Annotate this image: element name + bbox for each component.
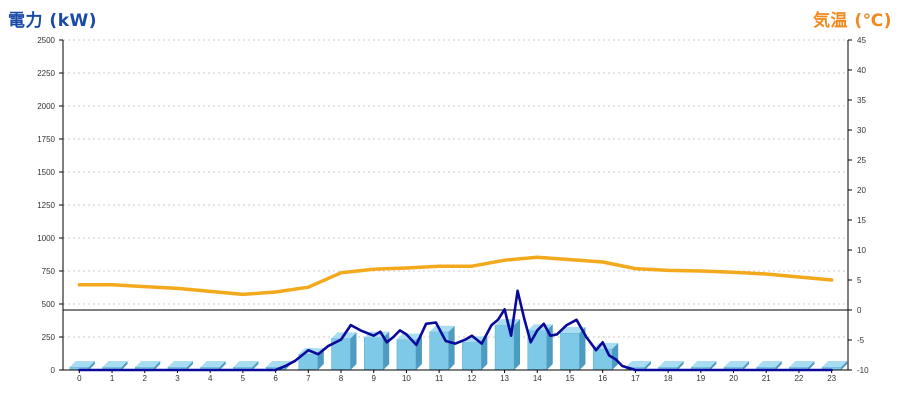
x-axis-tick-label: 4 bbox=[208, 374, 213, 383]
left-axis-tick-label: 750 bbox=[42, 267, 56, 276]
left-axis-tick-label: 1250 bbox=[37, 201, 55, 210]
power-bar-top bbox=[756, 361, 782, 367]
right-axis-tick-label: 20 bbox=[857, 186, 866, 195]
x-axis-tick-label: 7 bbox=[306, 374, 311, 383]
left-axis-tick-label: 250 bbox=[42, 333, 56, 342]
power-bar-side bbox=[154, 361, 161, 370]
x-axis-tick-label: 3 bbox=[175, 374, 180, 383]
left-axis-tick-label: 1500 bbox=[37, 168, 55, 177]
power-bar-top bbox=[429, 325, 455, 332]
right-axis-tick-label: 30 bbox=[857, 126, 866, 135]
grid-layer bbox=[63, 39, 848, 338]
x-axis-tick-label: 18 bbox=[664, 374, 673, 383]
left-axis-tick-label: 2250 bbox=[37, 69, 55, 78]
right-axis-tick-label: 35 bbox=[857, 96, 866, 105]
left-axis-tick-label: 2500 bbox=[37, 36, 55, 45]
x-axis-tick-label: 2 bbox=[143, 374, 148, 383]
power-bar-top bbox=[135, 361, 161, 367]
left-axis-tick-label: 500 bbox=[42, 300, 56, 309]
right-axis-tick-label: 25 bbox=[857, 156, 866, 165]
x-axis-tick-label: 21 bbox=[762, 374, 771, 383]
right-axis-tick-label: 10 bbox=[857, 246, 866, 255]
tick-label-layer: 02505007501000125015001750200022502500-1… bbox=[37, 36, 869, 383]
power-bar bbox=[396, 339, 417, 371]
x-axis-tick-label: 14 bbox=[533, 374, 542, 383]
power-bar-side bbox=[88, 361, 95, 370]
x-axis-tick-label: 17 bbox=[631, 374, 640, 383]
left-axis-tick-label: 2000 bbox=[37, 102, 55, 111]
power-bar-side bbox=[612, 342, 619, 370]
x-axis-tick-label: 20 bbox=[729, 374, 738, 383]
x-axis-tick-label: 0 bbox=[77, 374, 82, 383]
power-bar-side bbox=[186, 361, 193, 370]
power-bar-top bbox=[233, 361, 259, 367]
x-axis-tick-label: 10 bbox=[402, 374, 411, 383]
line-layer bbox=[77, 255, 834, 372]
left-axis-tick-label: 1000 bbox=[37, 234, 55, 243]
power-bar-top bbox=[167, 361, 193, 367]
x-axis-tick-label: 5 bbox=[241, 374, 246, 383]
power-bar-top bbox=[69, 361, 95, 367]
right-axis-title: 気温 (℃) bbox=[812, 11, 892, 31]
x-axis-tick-label: 19 bbox=[696, 374, 705, 383]
axis-layer bbox=[59, 39, 852, 373]
power-bar-side bbox=[448, 325, 455, 370]
x-axis-tick-label: 11 bbox=[435, 374, 444, 383]
power-bar-side bbox=[743, 361, 750, 370]
power-bar bbox=[560, 332, 580, 371]
x-axis-tick-label: 23 bbox=[827, 374, 836, 383]
left-axis-tick-label: 0 bbox=[51, 366, 56, 375]
power-bar-layer bbox=[69, 319, 848, 371]
power-bar bbox=[592, 348, 613, 371]
x-axis-tick-label: 12 bbox=[467, 374, 476, 383]
x-axis-tick-label: 6 bbox=[273, 374, 278, 383]
power-bar-side bbox=[481, 336, 488, 370]
power-bar-side bbox=[644, 361, 651, 370]
right-axis-tick-label: 45 bbox=[857, 36, 866, 45]
power-bar-top bbox=[789, 361, 815, 367]
x-axis-tick-label: 22 bbox=[794, 374, 803, 383]
power-bar-top bbox=[200, 361, 226, 367]
power-bar-side bbox=[579, 327, 586, 370]
x-axis-tick-label: 16 bbox=[598, 374, 607, 383]
power-bar-side bbox=[677, 361, 684, 370]
power-bar-side bbox=[350, 332, 357, 370]
power-bar-side bbox=[514, 319, 521, 370]
x-axis-tick-label: 15 bbox=[566, 374, 575, 383]
power-bar-side bbox=[252, 361, 259, 370]
power-bar-side bbox=[710, 361, 717, 370]
power-bar-top bbox=[691, 361, 717, 367]
power-bar-side bbox=[841, 361, 848, 370]
power-bar-top bbox=[724, 361, 750, 367]
power-bar bbox=[429, 331, 449, 371]
temperature-line bbox=[77, 255, 834, 297]
left-axis-tick-label: 1750 bbox=[37, 135, 55, 144]
power-line bbox=[78, 289, 833, 372]
x-axis-tick-label: 13 bbox=[500, 374, 509, 383]
right-axis-tick-label: 40 bbox=[857, 66, 866, 75]
right-axis-tick-label: 15 bbox=[857, 216, 866, 225]
right-axis-tick-label: -5 bbox=[857, 336, 865, 345]
power-bar-top bbox=[822, 361, 848, 367]
x-axis-tick-label: 9 bbox=[372, 374, 377, 383]
power-bar-top bbox=[560, 327, 586, 334]
right-axis-tick-label: 0 bbox=[857, 306, 862, 315]
power-bar-side bbox=[808, 361, 815, 370]
power-bar-side bbox=[775, 361, 782, 370]
power-bar-top bbox=[658, 361, 684, 367]
power-bar bbox=[527, 330, 548, 371]
power-bar-side bbox=[219, 361, 226, 370]
x-axis-tick-label: 1 bbox=[110, 374, 115, 383]
x-axis-tick-label: 8 bbox=[339, 374, 344, 383]
right-axis-tick-label: -10 bbox=[857, 366, 869, 375]
power-bar-top bbox=[102, 361, 128, 367]
power-bar-top bbox=[625, 361, 651, 367]
right-axis-tick-label: 5 bbox=[857, 276, 862, 285]
power-bar bbox=[462, 342, 482, 371]
left-axis-title: 電力 (kW) bbox=[8, 11, 98, 31]
power-bar-side bbox=[121, 361, 128, 370]
power-bar bbox=[363, 337, 384, 371]
